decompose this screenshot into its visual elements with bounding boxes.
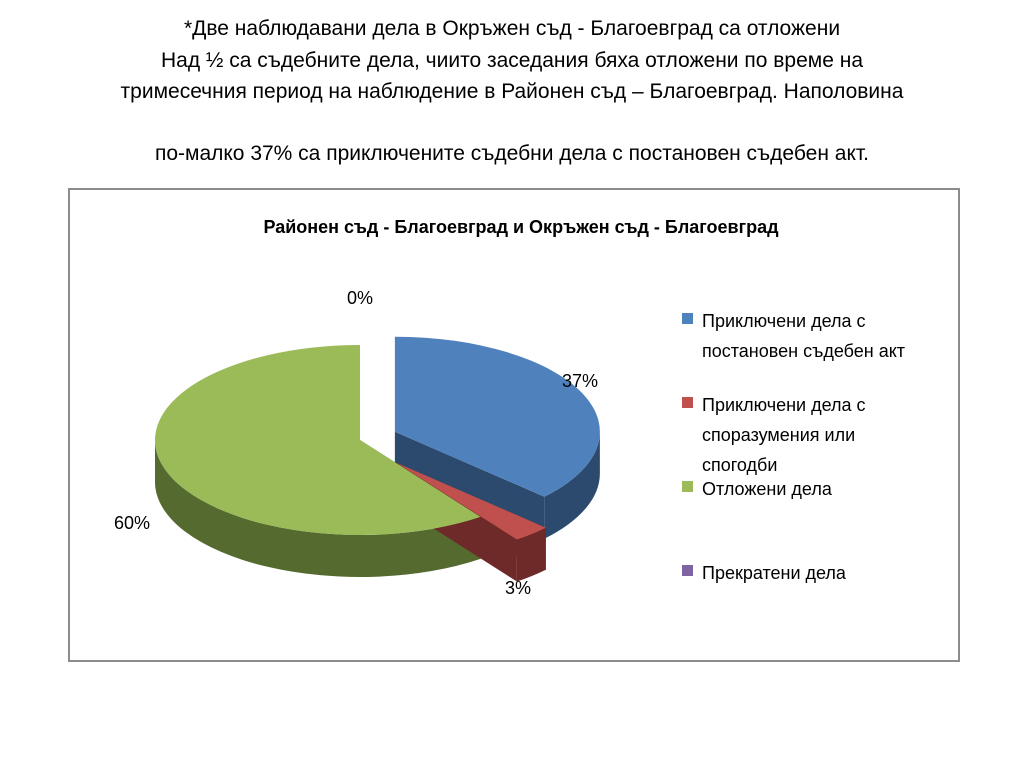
legend-label-3-line-0: Прекратени дела bbox=[702, 563, 847, 583]
legend-swatch-0 bbox=[682, 313, 693, 324]
slice-1-wall bbox=[516, 527, 546, 582]
slice-3-label: 0% bbox=[347, 288, 373, 308]
slice-2-top bbox=[154, 345, 481, 535]
legend-swatch-2 bbox=[682, 481, 693, 492]
slice-2-label: 60% bbox=[114, 513, 150, 533]
slide-text-line-3: тримесечния период на наблюдение в Район… bbox=[120, 80, 904, 103]
slide-text-line-2: Над ½ са съдебните дела, чиито заседания… bbox=[160, 49, 864, 72]
pie-tops bbox=[154, 336, 600, 540]
slice-2-wall bbox=[155, 440, 481, 577]
slide-text-line-1: *Две наблюдавани дела в Окръжен съд - Бл… bbox=[183, 17, 841, 40]
slice-1-label: 3% bbox=[505, 578, 531, 598]
legend-label-1-line-0: Приключени дела с bbox=[702, 395, 866, 415]
legend-swatch-1 bbox=[682, 397, 693, 408]
slice-1-top bbox=[396, 462, 546, 540]
legend-label-2-line-0: Отложени дела bbox=[702, 479, 833, 499]
slice-0-label: 37% bbox=[562, 371, 598, 391]
legend-label-1-line-2: спогодби bbox=[702, 455, 777, 475]
chart-title: Районен съд - Благоевград и Окръжен съд … bbox=[263, 217, 779, 237]
chart-legend: Приключени дела с постановен съдебен акт П… bbox=[682, 311, 905, 583]
legend-label-0-line-1: постановен съдебен акт bbox=[702, 341, 905, 361]
slide-text-line-4: по-малко 37% са приключените съдебни дел… bbox=[154, 142, 870, 165]
slice-0-top bbox=[394, 336, 600, 497]
legend-label-0-line-0: Приключени дела с bbox=[702, 311, 866, 331]
legend-label-1-line-1: споразумения или bbox=[702, 425, 855, 445]
slice-0-wall bbox=[544, 431, 600, 539]
pie-labels: 37% 3% 60% 0% bbox=[114, 288, 598, 598]
legend-swatch-3 bbox=[682, 565, 693, 576]
